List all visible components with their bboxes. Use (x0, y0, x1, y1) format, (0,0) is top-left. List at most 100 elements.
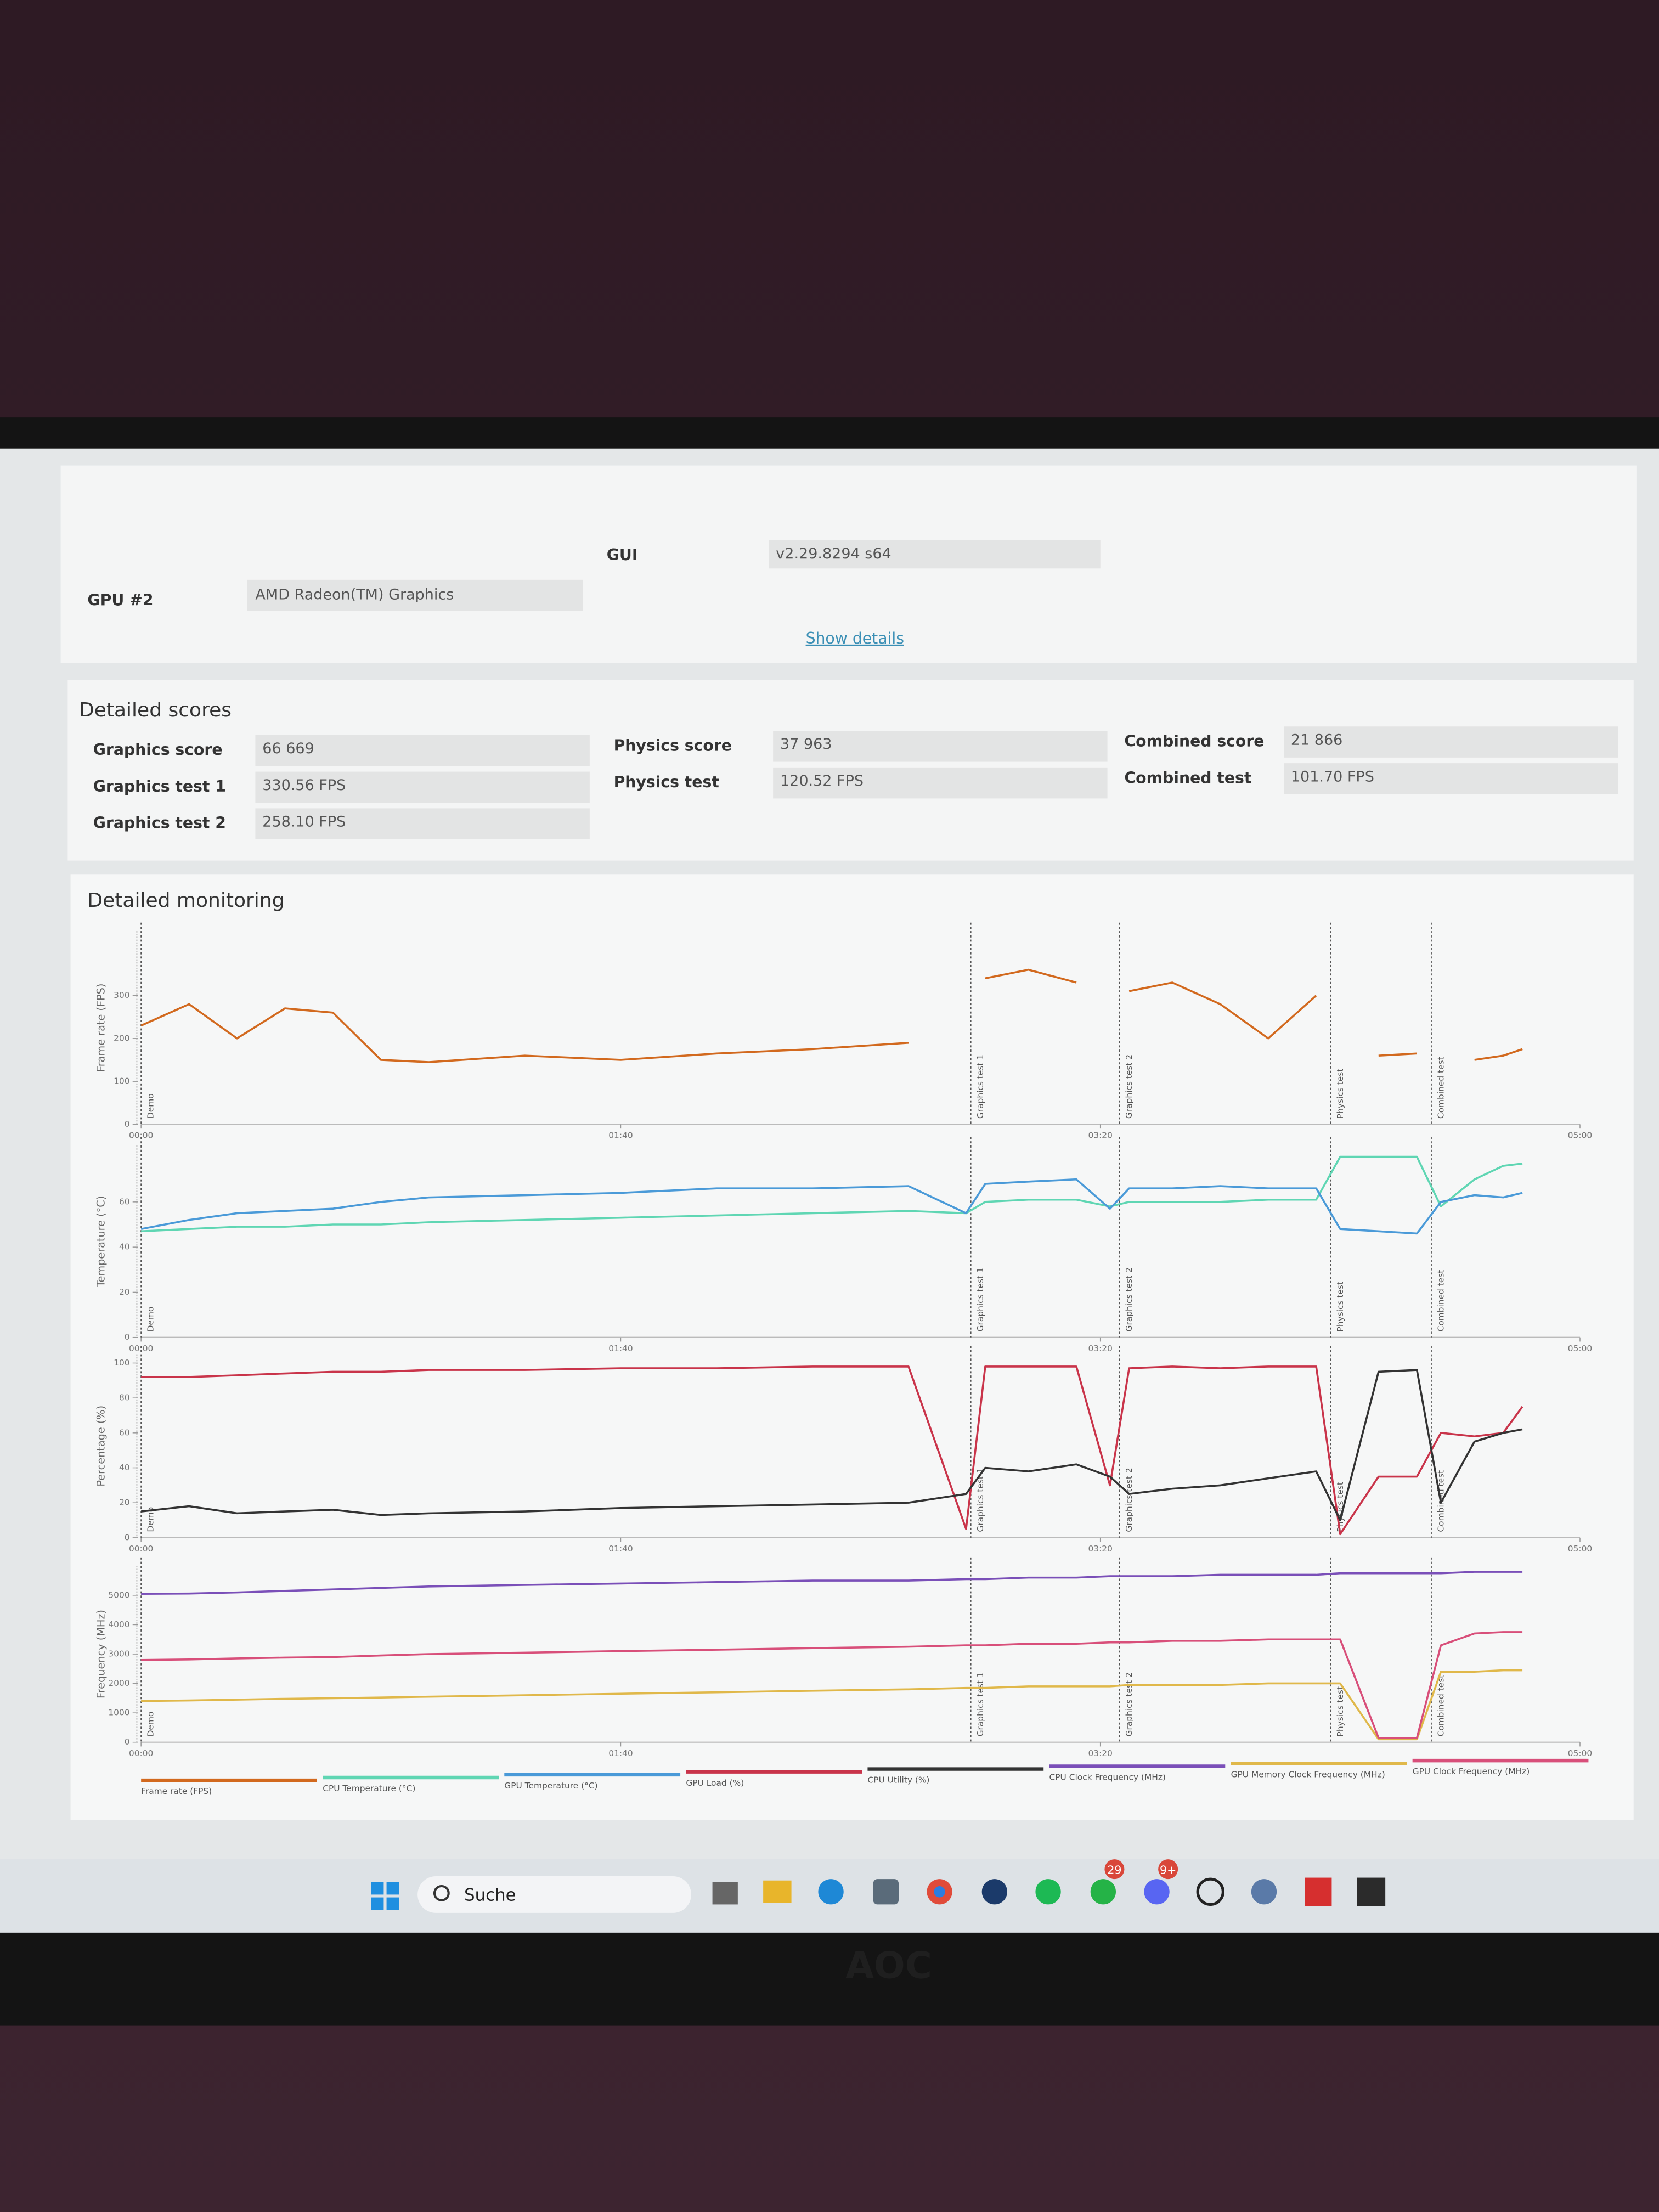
series-line (141, 1155, 1523, 1233)
section-label: Graphics test 2 (1124, 1267, 1134, 1331)
y-tick-label: 1000 (108, 1708, 129, 1718)
y-tick-label: 3000 (108, 1649, 129, 1659)
section-label: Graphics test 2 (1124, 1468, 1134, 1532)
score-value: 66 669 (262, 740, 314, 757)
legend-label: CPU Temperature (°C) (323, 1784, 415, 1793)
section-label: Demo (146, 1093, 156, 1119)
info-value: v2.29.8294 s64 (776, 545, 891, 562)
app-icon[interactable] (1251, 1879, 1277, 1905)
score-value: 120.52 FPS (780, 772, 864, 789)
legend-label: GPU Clock Frequency (MHz) (1413, 1767, 1530, 1776)
app-icon[interactable] (981, 1879, 1007, 1905)
x-tick-label: 05:00 (1568, 1748, 1592, 1758)
y-axis-label: Temperature (°C) (95, 1196, 108, 1288)
x-tick-label: 05:00 (1568, 1544, 1592, 1554)
windows-logo (386, 1897, 399, 1910)
series-line (140, 1178, 1523, 1235)
badge (1158, 1859, 1178, 1880)
series-line (140, 968, 1523, 1063)
y-axis-label: Frequency (MHz) (95, 1610, 108, 1699)
windows-logo (371, 1882, 384, 1895)
info-value: AMD Radeon(TM) Graphics (255, 586, 454, 603)
y-tick-label: 0 (125, 1119, 130, 1129)
series-line (141, 1365, 1523, 1536)
y-tick-label: 100 (114, 1358, 129, 1368)
score-value: 258.10 FPS (262, 814, 346, 831)
monitoring-panel (70, 874, 1634, 1820)
y-tick-label: 4000 (108, 1620, 129, 1629)
app-icon[interactable] (1035, 1879, 1061, 1905)
score-value: 330.56 FPS (262, 777, 346, 794)
y-axis-label: Frame rate (FPS) (95, 984, 108, 1072)
section-label: Graphics test 1 (975, 1054, 985, 1119)
y-tick-label: 300 (114, 990, 129, 1000)
score-label: Physics score (614, 736, 732, 754)
windows-logo (386, 1882, 399, 1895)
score-label: Graphics test 1 (93, 777, 226, 795)
badge-count: 29 (1107, 1864, 1121, 1877)
x-tick-label: 05:00 (1568, 1131, 1592, 1141)
badge-count: 9+ (1160, 1864, 1176, 1877)
x-tick-label: 03:20 (1088, 1344, 1113, 1353)
app-icon[interactable] (712, 1882, 738, 1905)
series-line (141, 1571, 1523, 1595)
app-icon[interactable] (1090, 1879, 1116, 1905)
section-label: Graphics test 1 (975, 1267, 985, 1331)
y-tick-label: 0 (125, 1737, 130, 1747)
legend-label: GPU Temperature (°C) (504, 1781, 597, 1791)
x-tick-label: 05:00 (1568, 1344, 1592, 1353)
series-line (140, 1369, 1523, 1521)
y-tick-label: 60 (119, 1197, 130, 1206)
badge (1104, 1859, 1125, 1880)
section-label: Physics test (1335, 1686, 1345, 1736)
search-placeholder: Suche (464, 1886, 516, 1905)
x-tick-label: 00:00 (129, 1748, 153, 1758)
x-tick-label: 00:00 (129, 1544, 153, 1554)
x-tick-label: 03:20 (1088, 1748, 1113, 1758)
search-box[interactable] (417, 1876, 691, 1913)
y-tick-label: 100 (114, 1076, 129, 1086)
app-icon[interactable] (818, 1879, 844, 1905)
score-value: 101.70 FPS (1291, 768, 1374, 785)
y-tick-label: 80 (119, 1393, 130, 1403)
start-button[interactable] (371, 1882, 399, 1910)
app-icon[interactable] (1196, 1877, 1225, 1906)
legend-label: GPU Memory Clock Frequency (MHz) (1231, 1769, 1385, 1779)
y-tick-label: 20 (119, 1498, 130, 1508)
section-label: Combined test (1436, 1270, 1446, 1332)
field-box (773, 767, 1108, 799)
app-icon[interactable] (1144, 1879, 1170, 1905)
y-tick-label: 5000 (108, 1590, 129, 1600)
app-icon[interactable] (1357, 1877, 1386, 1906)
section-label: Graphics test 1 (975, 1672, 985, 1736)
info-label: GUI (607, 546, 638, 564)
field-box (1284, 726, 1618, 758)
y-axis-label: Percentage (%) (95, 1406, 108, 1487)
x-tick-label: 01:40 (608, 1344, 633, 1353)
app-icon[interactable] (873, 1879, 899, 1905)
y-tick-label: 0 (125, 1532, 130, 1542)
section-label: Combined test (1436, 1057, 1446, 1119)
section-label: Demo (146, 1507, 156, 1532)
score-value: 37 963 (780, 736, 832, 753)
y-tick-label: 60 (119, 1427, 130, 1437)
windows-logo (371, 1897, 384, 1910)
x-tick-label: 03:20 (1088, 1544, 1113, 1554)
app-icon[interactable] (1305, 1877, 1332, 1906)
app-icon[interactable] (763, 1880, 792, 1903)
x-tick-label: 01:40 (608, 1131, 633, 1141)
score-label: Combined score (1124, 732, 1264, 751)
field-box (255, 771, 590, 803)
score-label: Physics test (614, 773, 719, 791)
x-tick-label: 01:40 (608, 1748, 633, 1758)
section-label: Physics test (1335, 1069, 1345, 1119)
legend-label: CPU Clock Frequency (MHz) (1049, 1773, 1166, 1782)
x-tick-label: 01:40 (608, 1544, 633, 1554)
field-box (247, 579, 583, 611)
show-details-link[interactable]: Show details (806, 629, 904, 647)
field-box (1284, 763, 1618, 794)
section-title: Detailed monitoring (87, 889, 284, 912)
search-icon (433, 1884, 450, 1901)
